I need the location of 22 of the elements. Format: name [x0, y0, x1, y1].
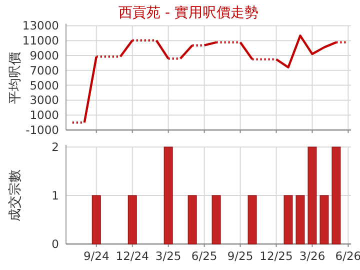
y-tick-label: 0: [52, 237, 59, 251]
x-tick-label: 3/25: [155, 249, 182, 263]
y-tick-label: 2: [52, 140, 59, 154]
x-tick-label: 12/24: [116, 249, 149, 263]
x-tick-label: 9/25: [227, 249, 254, 263]
y-tick-label: 9000: [30, 48, 59, 62]
x-tick-label: 6/26: [335, 249, 360, 263]
x-tick-label: 3/26: [299, 249, 326, 263]
y-tick-label: 1000: [30, 108, 59, 122]
y-tick-label: 5000: [30, 78, 59, 92]
y-tick-label: 1: [52, 188, 59, 202]
x-tick-label: 9/24: [83, 249, 110, 263]
y-tick-label: -1000: [26, 123, 59, 137]
y-tick-label: 3000: [30, 93, 59, 108]
y-tick-label: 11000: [22, 34, 59, 48]
chart-title: 西貢苑 - 實用呎價走勢: [118, 5, 258, 21]
x-tick-label: 6/25: [191, 249, 218, 263]
y-axis-title: 平均呎價: [8, 52, 23, 104]
y-tick-label: 13000: [22, 18, 59, 33]
y-tick-label: 7000: [30, 63, 59, 78]
x-tick-label: 12/25: [260, 249, 293, 263]
y-axis-title: 成交宗數: [7, 170, 23, 222]
